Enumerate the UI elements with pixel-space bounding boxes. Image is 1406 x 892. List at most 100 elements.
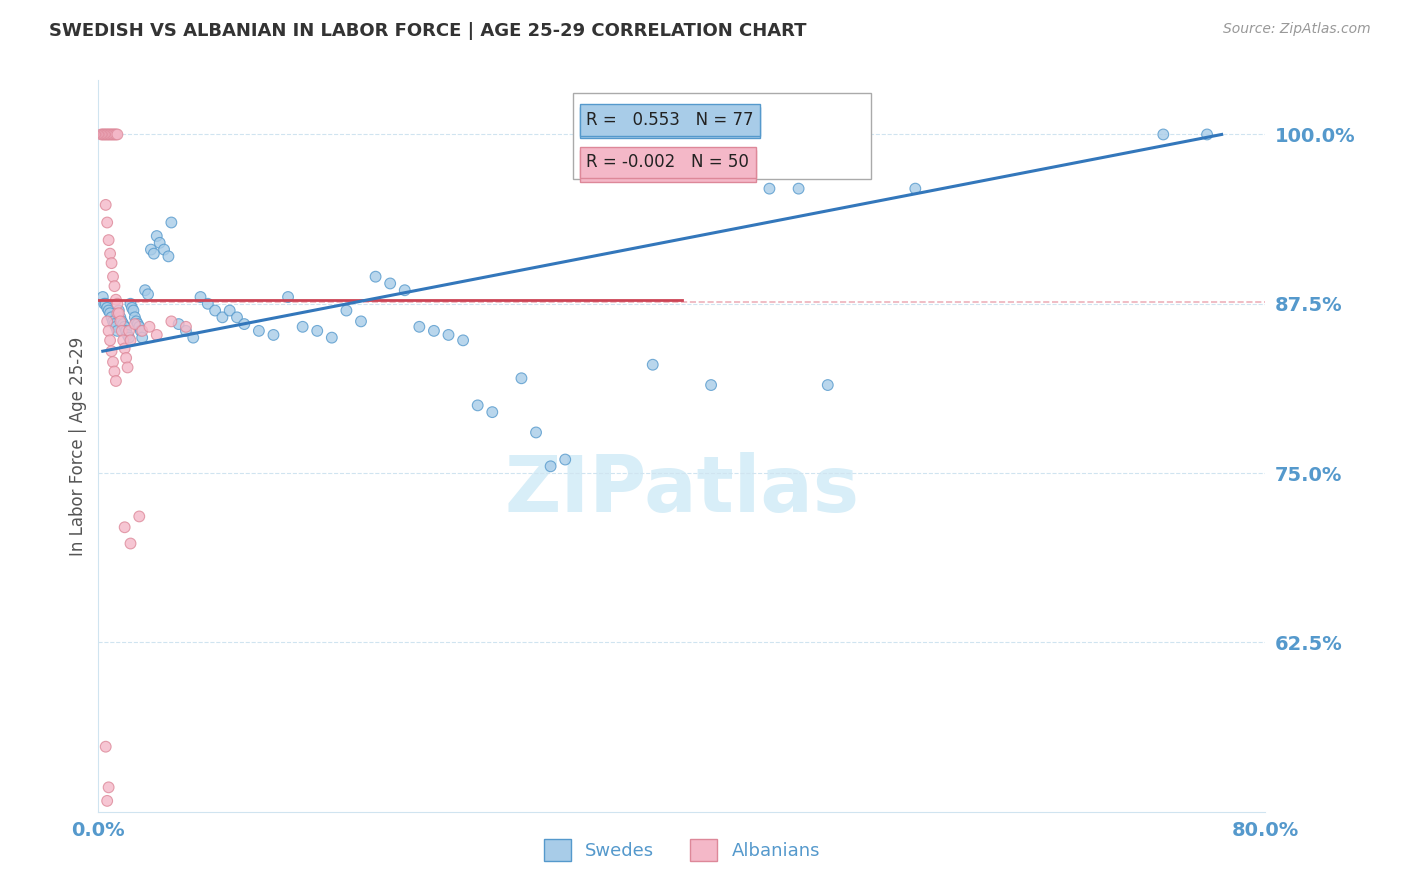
Point bbox=[153, 243, 176, 257]
Point bbox=[787, 181, 810, 195]
Point bbox=[94, 739, 117, 754]
Point bbox=[98, 334, 121, 348]
Y-axis label: In Labor Force | Age 25-29: In Labor Force | Age 25-29 bbox=[69, 336, 87, 556]
Point bbox=[104, 319, 127, 334]
Point bbox=[105, 306, 128, 320]
Text: Source: ZipAtlas.com: Source: ZipAtlas.com bbox=[1223, 22, 1371, 37]
Point bbox=[307, 324, 329, 338]
Point bbox=[94, 198, 117, 212]
Point bbox=[124, 310, 146, 325]
Point bbox=[350, 314, 373, 328]
Point bbox=[190, 290, 212, 304]
Point bbox=[131, 331, 153, 345]
Point bbox=[100, 310, 122, 325]
Point bbox=[146, 229, 169, 244]
Text: SWEDISH VS ALBANIAN IN LABOR FORCE | AGE 25-29 CORRELATION CHART: SWEDISH VS ALBANIAN IN LABOR FORCE | AGE… bbox=[49, 22, 807, 40]
Point bbox=[100, 344, 122, 359]
Point bbox=[112, 334, 135, 348]
Point bbox=[211, 310, 233, 325]
Point bbox=[105, 324, 128, 338]
Point bbox=[105, 128, 128, 142]
Point bbox=[335, 303, 357, 318]
Point bbox=[128, 319, 150, 334]
Point bbox=[131, 324, 153, 338]
Point bbox=[96, 301, 118, 315]
Text: R = -0.002   N = 50: R = -0.002 N = 50 bbox=[586, 157, 749, 175]
Point bbox=[93, 128, 115, 142]
Point bbox=[108, 303, 131, 318]
Point bbox=[174, 324, 197, 338]
Point bbox=[101, 314, 124, 328]
Point bbox=[103, 279, 125, 293]
Point bbox=[105, 297, 128, 311]
Point bbox=[160, 314, 183, 328]
Point bbox=[120, 334, 142, 348]
Legend: Swedes, Albanians: Swedes, Albanians bbox=[536, 832, 828, 869]
Point bbox=[112, 317, 135, 331]
Point bbox=[115, 324, 138, 338]
Point bbox=[97, 780, 120, 795]
Point bbox=[94, 128, 117, 142]
Point bbox=[524, 425, 547, 440]
Point bbox=[554, 452, 576, 467]
Point bbox=[364, 269, 387, 284]
Point bbox=[96, 215, 118, 229]
Point bbox=[117, 327, 139, 342]
Text: R =   0.553   N = 77: R = 0.553 N = 77 bbox=[586, 111, 754, 129]
Point bbox=[233, 317, 256, 331]
Point bbox=[97, 324, 120, 338]
Point bbox=[120, 297, 142, 311]
Point bbox=[904, 181, 927, 195]
Point bbox=[149, 235, 172, 250]
Point bbox=[96, 314, 118, 328]
Point bbox=[114, 319, 136, 334]
Point bbox=[510, 371, 533, 385]
Point bbox=[174, 319, 197, 334]
Point bbox=[114, 520, 136, 534]
Point bbox=[758, 181, 780, 195]
Point bbox=[96, 794, 118, 808]
Point bbox=[120, 536, 142, 550]
Point bbox=[321, 331, 343, 345]
Point bbox=[118, 324, 141, 338]
Point bbox=[423, 324, 446, 338]
Point bbox=[138, 319, 160, 334]
Point bbox=[100, 256, 122, 270]
Point bbox=[1152, 128, 1174, 142]
Point bbox=[101, 128, 124, 142]
Point bbox=[125, 314, 148, 328]
Point bbox=[134, 283, 156, 297]
Point bbox=[128, 509, 150, 524]
Point bbox=[104, 293, 127, 307]
Point bbox=[100, 128, 122, 142]
Point bbox=[103, 128, 125, 142]
Point bbox=[197, 297, 219, 311]
Point bbox=[97, 233, 120, 247]
Point bbox=[98, 306, 121, 320]
Point bbox=[277, 290, 299, 304]
Point bbox=[111, 324, 134, 338]
Point bbox=[467, 398, 489, 412]
Point bbox=[262, 327, 284, 342]
Point bbox=[91, 290, 114, 304]
Point bbox=[160, 215, 183, 229]
Point bbox=[129, 324, 152, 338]
Point bbox=[93, 297, 115, 311]
Point bbox=[817, 378, 839, 392]
Point bbox=[139, 243, 162, 257]
Point bbox=[124, 317, 146, 331]
Point bbox=[408, 319, 430, 334]
Point bbox=[118, 331, 141, 345]
Point bbox=[1195, 128, 1218, 142]
Point bbox=[167, 317, 190, 331]
Point bbox=[157, 249, 180, 263]
Point bbox=[104, 374, 127, 388]
Point bbox=[122, 303, 145, 318]
Point bbox=[110, 310, 132, 325]
Point bbox=[142, 246, 165, 260]
Point bbox=[127, 317, 149, 331]
Point bbox=[540, 459, 562, 474]
Point bbox=[110, 314, 132, 328]
Point bbox=[98, 128, 121, 142]
Point bbox=[97, 128, 120, 142]
